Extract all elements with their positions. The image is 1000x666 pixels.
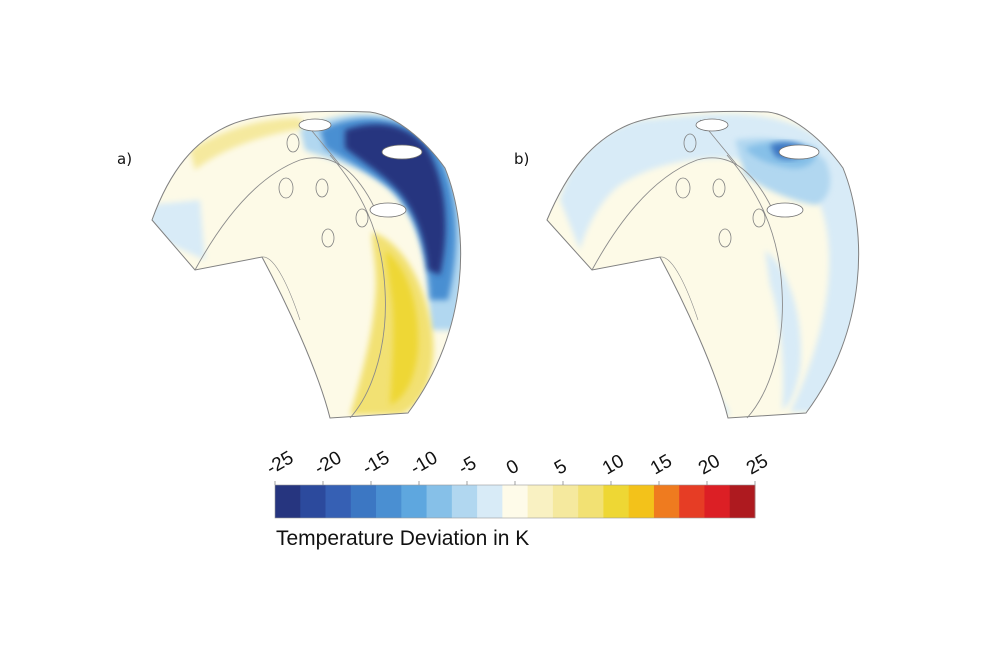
colorbar-tick-label: -25 bbox=[263, 447, 297, 479]
colorbar-segment bbox=[603, 485, 630, 518]
colorbar-segment bbox=[451, 485, 478, 518]
colorbar-segment bbox=[401, 485, 427, 518]
panel-b-contour bbox=[546, 110, 860, 419]
colorbar-title: Temperature Deviation in K bbox=[276, 527, 530, 550]
colorbar-segment bbox=[704, 485, 731, 518]
colorbar-segment bbox=[426, 485, 453, 518]
colorbar-segment bbox=[527, 485, 554, 518]
colorbar-segment bbox=[376, 485, 402, 518]
colorbar-segment bbox=[477, 485, 503, 518]
colorbar-tick-label: 10 bbox=[599, 451, 628, 480]
colorbar-segment bbox=[653, 485, 680, 518]
colorbar-segment bbox=[729, 485, 756, 518]
colorbar-tick-label: -15 bbox=[359, 447, 393, 479]
colorbar-segment bbox=[275, 485, 301, 518]
colorbar-segment bbox=[552, 485, 579, 518]
colorbar-segment bbox=[502, 485, 529, 518]
colorbar: -25 -20 -15 -10 -5 0 5 10 15 20 25 bbox=[263, 447, 772, 519]
panel-a-label: a) bbox=[117, 150, 133, 168]
colorbar-tick-label: 5 bbox=[551, 456, 571, 479]
colorbar-segment bbox=[350, 485, 377, 518]
colorbar-tick-label: 20 bbox=[695, 451, 724, 480]
colorbar-segment bbox=[300, 485, 326, 518]
colorbar-tick-label: 25 bbox=[743, 451, 772, 480]
colorbar-tick-label: -5 bbox=[455, 453, 480, 480]
colorbar-tick-label: -10 bbox=[407, 447, 441, 479]
panel-b-label: b) bbox=[514, 150, 530, 168]
colorbar-segment bbox=[578, 485, 604, 518]
panel-a-contour bbox=[151, 110, 462, 419]
colorbar-tick-label: 0 bbox=[503, 456, 523, 479]
colorbar-tick-label: 15 bbox=[647, 451, 676, 480]
colorbar-segment bbox=[628, 485, 655, 518]
colorbar-tick-label: -20 bbox=[311, 447, 345, 479]
colorbar-segment bbox=[325, 485, 352, 518]
colorbar-segment bbox=[679, 485, 705, 518]
